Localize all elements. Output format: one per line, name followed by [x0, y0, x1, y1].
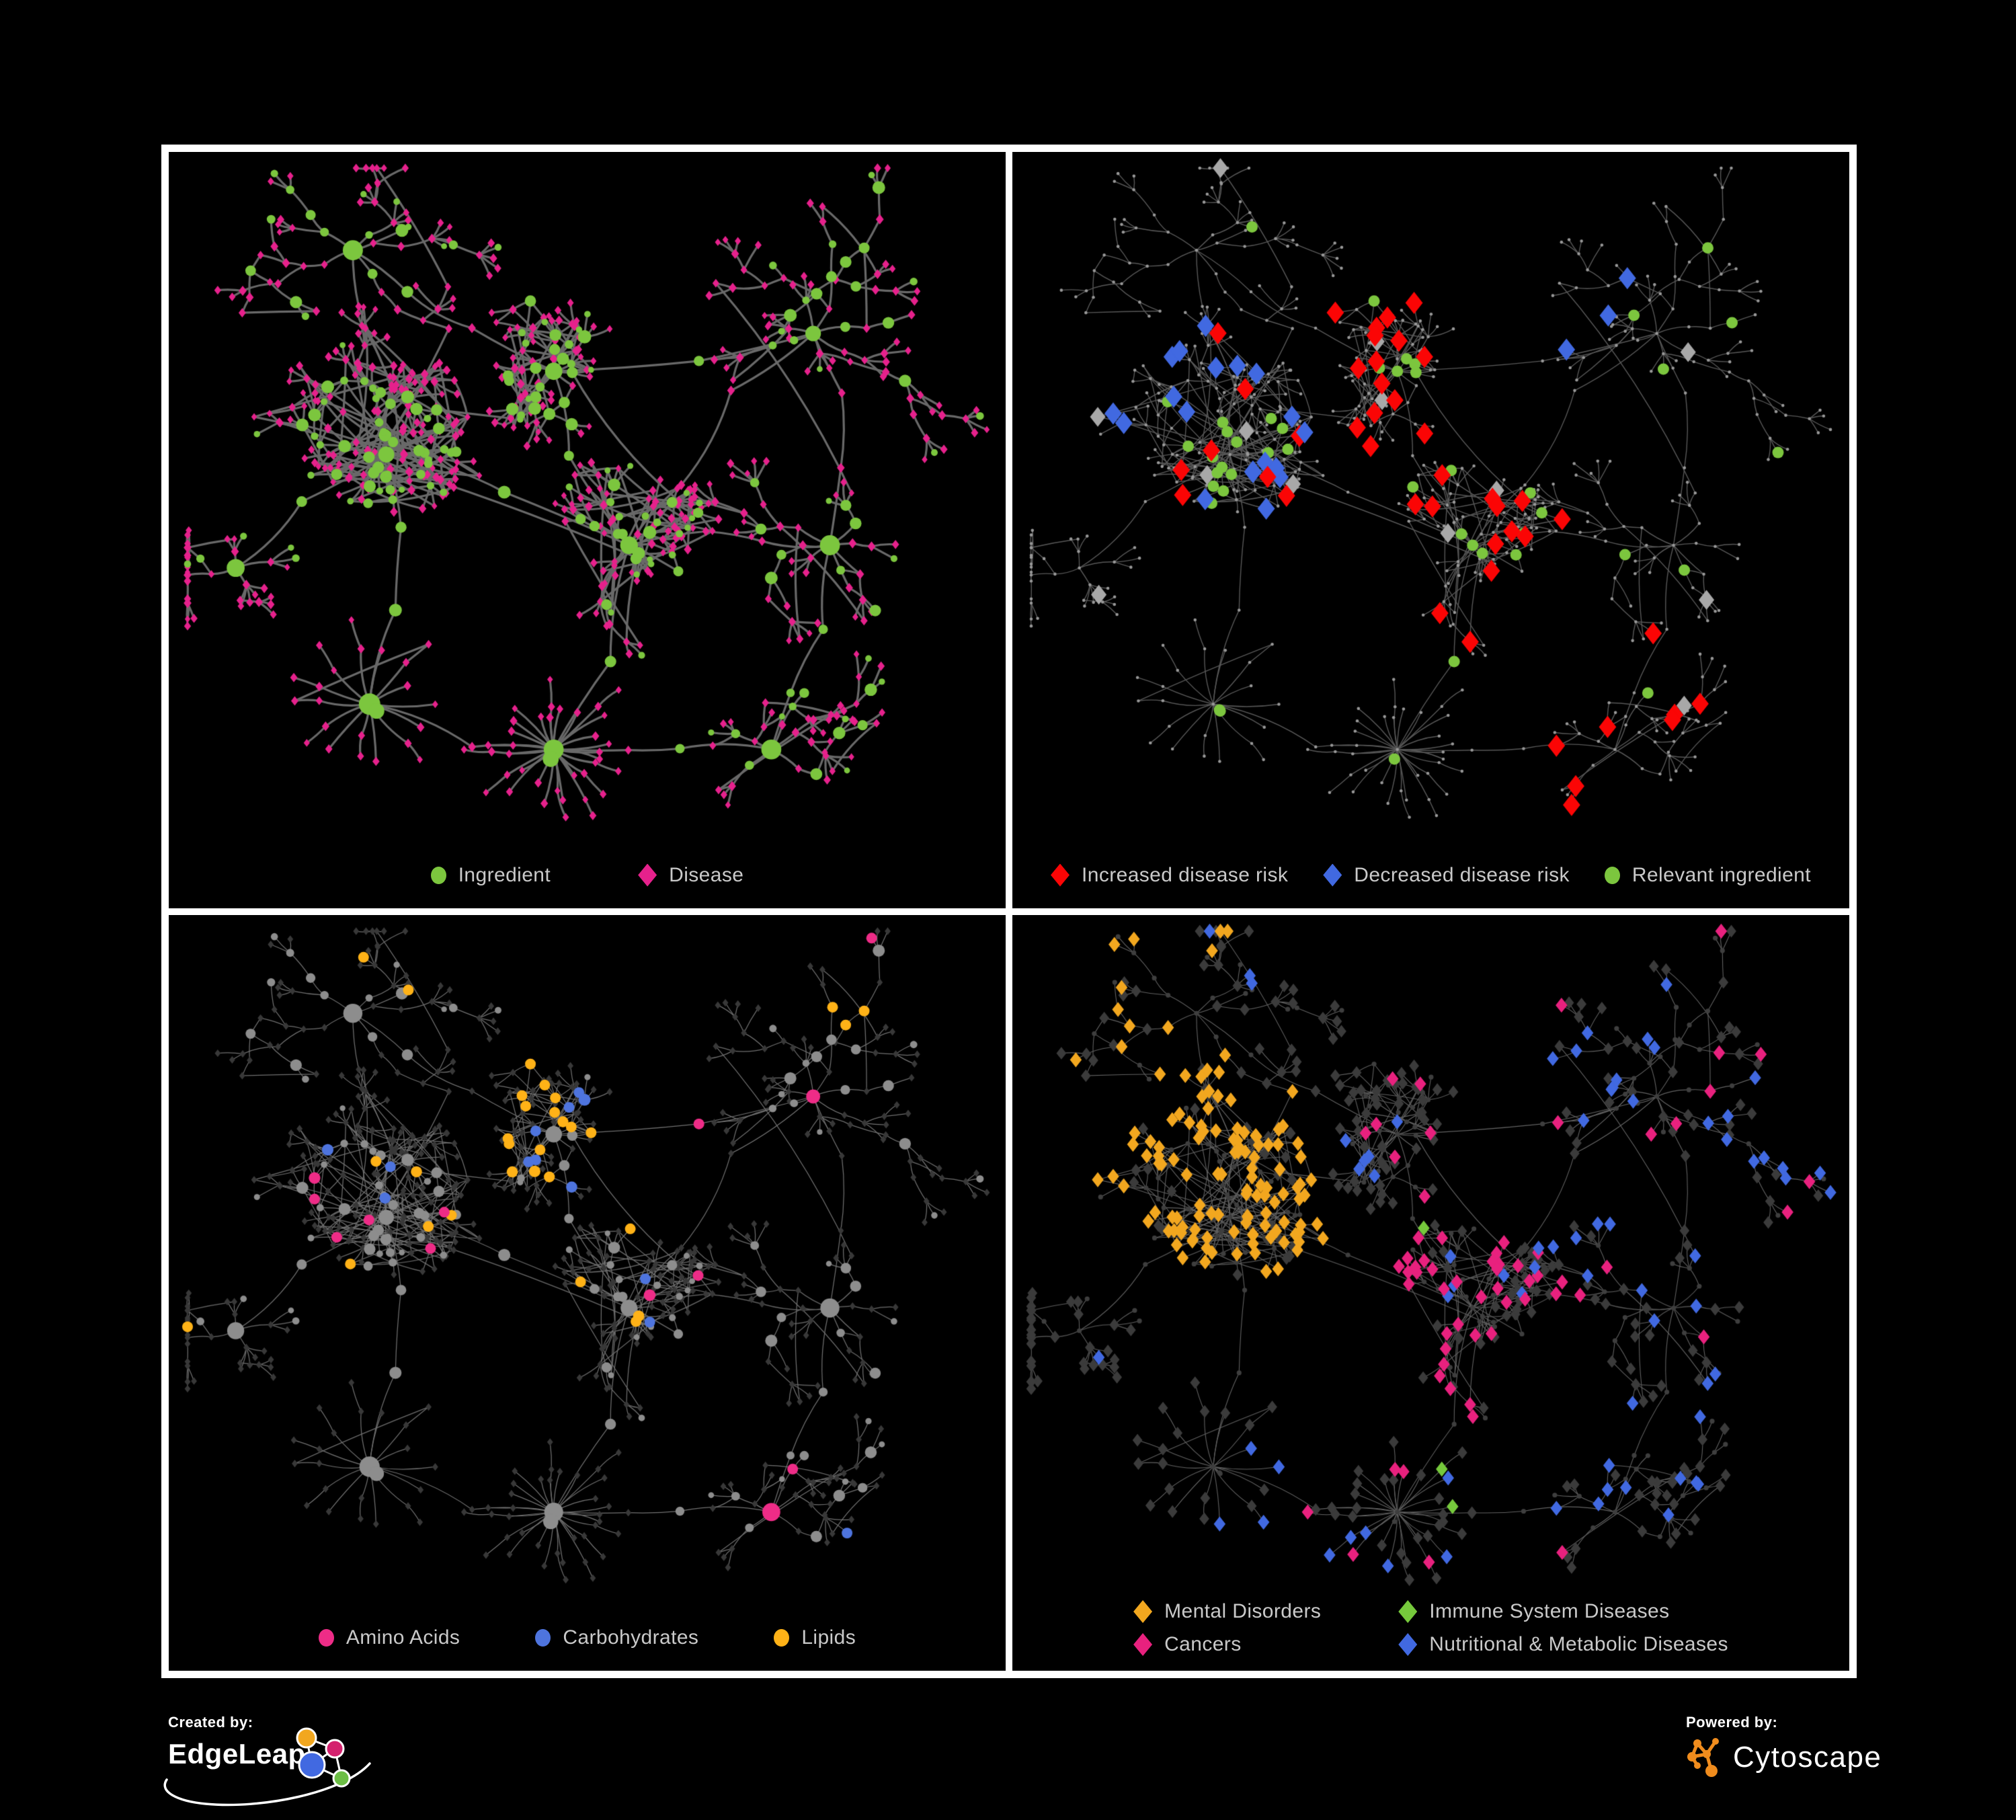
legend-item: Ingredient	[430, 863, 551, 887]
increased-risk-marker-icon	[1051, 863, 1070, 887]
panel-ingredient-disease: Ingredient Disease	[169, 152, 1006, 908]
legend-label: Ingredient	[458, 863, 551, 886]
lipids-marker-icon	[774, 1629, 790, 1647]
legend-disease-categories: Mental Disorders Immune System Diseases …	[1133, 1600, 1728, 1656]
legend-item: Increased disease risk	[1051, 863, 1289, 887]
legend-item: Amino Acids	[318, 1626, 460, 1649]
panel-disease-categories: Mental Disorders Immune System Diseases …	[1012, 914, 1849, 1671]
panel-disease-risk: Increased disease risk Decreased disease…	[1012, 152, 1849, 908]
cytoscape-logo-icon	[1687, 1738, 1719, 1777]
legend-item: Immune System Diseases	[1398, 1600, 1728, 1623]
cytoscape-wordmark: Cytoscape	[1733, 1741, 1882, 1774]
network-canvas-nutrient-classes	[169, 914, 1006, 1671]
legend-ingredient-disease: Ingredient Disease	[169, 863, 1006, 887]
nutritional-metabolic-marker-icon	[1398, 1633, 1418, 1656]
legend-label: Carbohydrates	[563, 1626, 699, 1649]
legend-label: Nutritional & Metabolic Diseases	[1429, 1633, 1728, 1655]
legend-item: Nutritional & Metabolic Diseases	[1398, 1633, 1728, 1656]
legend-label: Increased disease risk	[1082, 863, 1289, 886]
legend-disease-risk: Increased disease risk Decreased disease…	[1012, 863, 1849, 887]
network-canvas-ingredient-disease	[169, 152, 1006, 908]
disease-marker-icon	[638, 863, 657, 887]
created-by-label: Created by:	[168, 1714, 253, 1731]
legend-item: Decreased disease risk	[1323, 863, 1570, 887]
carbohydrates-marker-icon	[535, 1629, 551, 1647]
mental-disorders-marker-icon	[1133, 1600, 1153, 1623]
edgeleap-network-icon	[296, 1727, 351, 1788]
edgeleap-branding: Created by: EdgeLeap	[163, 1714, 397, 1807]
cancers-marker-icon	[1133, 1633, 1153, 1656]
ingredient-marker-icon	[430, 866, 446, 884]
legend-label: Mental Disorders	[1164, 1600, 1322, 1622]
legend-label: Lipids	[801, 1626, 856, 1649]
legend-item: Cancers	[1133, 1633, 1321, 1656]
immune-diseases-marker-icon	[1398, 1600, 1418, 1623]
network-canvas-disease-categories	[1012, 914, 1849, 1671]
legend-item: Disease	[638, 863, 744, 887]
legend-label: Immune System Diseases	[1429, 1600, 1670, 1622]
legend-item: Relevant ingredient	[1604, 863, 1811, 887]
cytoscape-branding: Powered by: Cytoscape	[1686, 1714, 1882, 1780]
legend-item: Lipids	[774, 1626, 856, 1649]
powered-by-label: Powered by:	[1686, 1714, 1778, 1731]
edgeleap-wordmark: EdgeLeap	[168, 1738, 306, 1770]
legend-label: Cancers	[1164, 1633, 1242, 1655]
panel-nutrient-classes: Amino Acids Carbohydrates Lipids	[169, 914, 1006, 1671]
legend-label: Amino Acids	[346, 1626, 460, 1649]
amino-acids-marker-icon	[318, 1629, 334, 1647]
legend-label: Relevant ingredient	[1631, 863, 1811, 886]
legend-item: Carbohydrates	[535, 1626, 698, 1649]
legend-item: Mental Disorders	[1133, 1600, 1321, 1623]
decreased-risk-marker-icon	[1323, 863, 1342, 887]
legend-label: Decreased disease risk	[1354, 863, 1570, 886]
edgeleap-logo: EdgeLeap	[163, 1727, 397, 1807]
figure-board: Ingredient Disease Increased disease ris…	[161, 145, 1857, 1678]
relevant-ingredient-marker-icon	[1604, 866, 1620, 884]
legend-nutrient-classes: Amino Acids Carbohydrates Lipids	[169, 1626, 1006, 1649]
network-canvas-disease-risk	[1012, 152, 1849, 908]
legend-label: Disease	[669, 863, 744, 886]
